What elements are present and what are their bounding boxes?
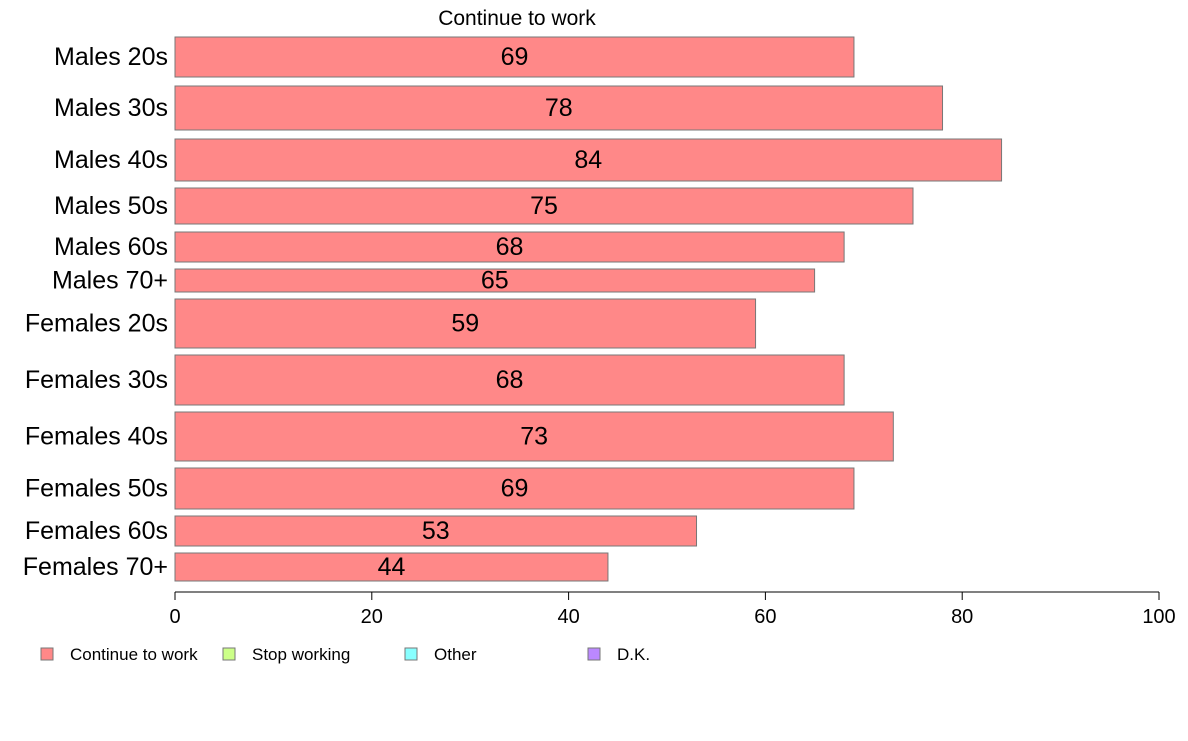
legend-label: Other (434, 645, 477, 664)
x-tick-label: 80 (951, 606, 973, 628)
value-label: 44 (378, 553, 406, 581)
x-tick-label: 0 (169, 606, 180, 628)
category-label: Males 20s (54, 43, 168, 71)
legend-swatch (222, 647, 236, 661)
bar-males-20s (174, 36, 855, 78)
x-tick-label: 40 (557, 606, 579, 628)
bar-females-50s (174, 467, 855, 510)
legend-label: D.K. (617, 645, 650, 664)
category-label: Males 50s (54, 192, 168, 220)
chart-title: Continue to work (438, 7, 596, 30)
x-tick-label: 60 (754, 606, 776, 628)
value-label: 68 (496, 233, 524, 261)
bar-females-30s (174, 354, 845, 406)
category-label: Males 60s (54, 233, 168, 261)
bar-females-20s (174, 298, 757, 349)
category-label: Females 40s (25, 423, 168, 451)
x-axis: 0 20 40 60 80 100 (169, 591, 1176, 628)
category-label: Females 70+ (23, 553, 168, 581)
legend-label: Stop working (252, 645, 350, 664)
value-label: 84 (574, 146, 602, 174)
legend-swatch (404, 647, 418, 661)
bar-males-40s (174, 138, 1003, 182)
bar-males-50s (174, 187, 914, 225)
x-tick-label: 100 (1142, 606, 1175, 628)
value-label: 69 (501, 475, 529, 503)
legend-swatch (40, 647, 54, 661)
legend: Continue to work Stop working Other D.K. (40, 645, 650, 664)
value-label: 73 (520, 423, 548, 451)
bar-males-70 (174, 268, 816, 293)
value-label: 68 (496, 366, 524, 394)
category-label: Males 40s (54, 146, 168, 174)
value-label: 59 (451, 310, 479, 338)
category-label: Males 70+ (52, 267, 168, 295)
category-label: Females 20s (25, 310, 168, 338)
value-label: 78 (545, 94, 573, 122)
bar-males-60s (174, 231, 845, 263)
category-label: Females 60s (25, 517, 168, 545)
value-label: 69 (501, 43, 529, 71)
category-label: Females 50s (25, 475, 168, 503)
value-label: 53 (422, 517, 450, 545)
bar-females-60s (174, 515, 698, 547)
value-label: 65 (481, 267, 509, 295)
value-label: 75 (530, 192, 558, 220)
bar-males-30s (174, 85, 944, 131)
legend-label: Continue to work (70, 645, 198, 664)
legend-swatch (587, 647, 601, 661)
x-tick-label: 20 (361, 606, 383, 628)
bar-females-40s (174, 411, 894, 462)
category-label: Females 30s (25, 366, 168, 394)
category-label: Males 30s (54, 94, 168, 122)
bar-females-70 (174, 552, 609, 582)
bars-layer: Males 20s 69 Males 30s 78 Males 40s 84 Males 5… (23, 36, 1003, 582)
